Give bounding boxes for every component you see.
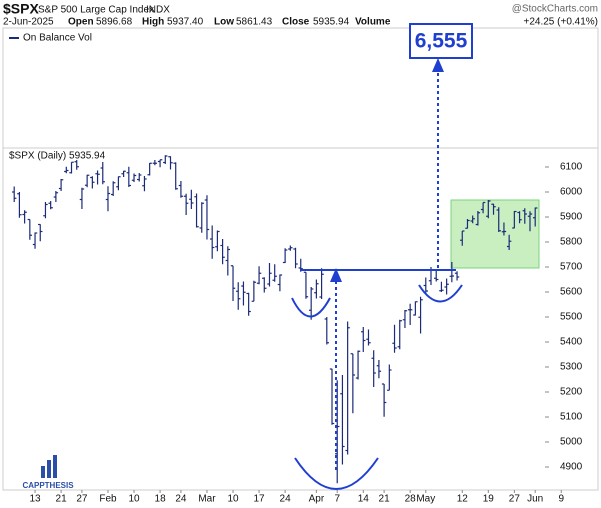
obv-panel xyxy=(2,27,599,149)
y-tick-label: 4900 xyxy=(560,462,583,473)
open: 5896.68 xyxy=(96,17,133,28)
right-shoulder-arc xyxy=(418,284,463,303)
x-tick-label: 17 xyxy=(254,494,266,505)
close-label: Close xyxy=(282,17,310,28)
x-tick-label: 13 xyxy=(29,494,41,505)
date: 2-Jun-2025 xyxy=(3,17,54,28)
x-tick-label: Apr xyxy=(309,494,325,505)
bottom-arc xyxy=(294,457,379,490)
high-label: High xyxy=(142,17,164,28)
x-tick-label: 21 xyxy=(379,494,391,505)
y-tick-label: 5000 xyxy=(560,437,583,448)
x-tick-label: 14 xyxy=(358,494,370,505)
index-name: S&P 500 Large Cap Index xyxy=(38,5,154,16)
logo-text: CAPPTHESIS xyxy=(22,481,74,490)
target-label: 6,555 xyxy=(415,30,468,53)
arrow-head xyxy=(330,268,342,282)
y-tick-label: 5600 xyxy=(560,287,583,298)
low: 5861.43 xyxy=(236,17,273,28)
y-tick-label: 5400 xyxy=(560,337,583,348)
x-tick-label: 27 xyxy=(76,494,88,505)
close: 5935.94 xyxy=(313,17,350,28)
x-tick-label: Feb xyxy=(99,494,117,505)
y-tick-label: 6100 xyxy=(560,162,583,173)
y-tick-label: 5200 xyxy=(560,387,583,398)
y-tick-label: 6000 xyxy=(560,187,583,198)
x-tick-label: 24 xyxy=(280,494,292,505)
symbol: $SPX xyxy=(3,1,39,17)
x-tick-label: 7 xyxy=(334,494,340,505)
price-legend: $SPX (Daily) 5935.94 xyxy=(9,151,106,162)
source: @StockCharts.com xyxy=(512,4,598,15)
y-tick-label: 5800 xyxy=(560,237,583,248)
x-tick-label: 12 xyxy=(457,494,469,505)
x-tick-label: Mar xyxy=(198,494,216,505)
arrow-head xyxy=(432,58,444,72)
x-tick-label: 9 xyxy=(558,494,564,505)
x-tick-label: Jun xyxy=(527,494,543,505)
x-tick-label: 19 xyxy=(483,494,495,505)
y-tick-label: 5500 xyxy=(560,312,583,323)
consolidation-box xyxy=(450,199,540,269)
x-tick-label: 24 xyxy=(175,494,187,505)
left-shoulder-arc xyxy=(291,297,331,318)
x-tick-label: 18 xyxy=(155,494,167,505)
x-tick-label: 28 xyxy=(405,494,417,505)
price-panel xyxy=(2,147,599,491)
plot: 4900 5000 5100 5200 5300 5400 5500 5600 5700 5800… xyxy=(12,155,583,505)
x-tick-label: 27 xyxy=(509,494,521,505)
exchange: INDX xyxy=(146,5,170,16)
x-tick-label: May xyxy=(416,494,435,505)
y-tick-label: 5900 xyxy=(560,212,583,223)
obv-legend: On Balance Vol xyxy=(23,33,92,44)
annotations xyxy=(291,70,463,490)
y-tick-label: 5700 xyxy=(560,262,583,273)
x-tick-label: 21 xyxy=(56,494,68,505)
logo-icon xyxy=(41,455,57,478)
low-label: Low xyxy=(214,17,234,28)
y-tick-label: 5300 xyxy=(560,362,583,373)
target-box xyxy=(409,23,473,59)
change: +24.25 (+0.41%) xyxy=(524,17,599,28)
volume-label: Volume xyxy=(355,17,391,28)
x-tick-label: 10 xyxy=(227,494,239,505)
open-label: Open xyxy=(68,17,94,28)
x-tick-label: 10 xyxy=(128,494,140,505)
y-tick-label: 5100 xyxy=(560,412,583,423)
high: 5937.40 xyxy=(167,17,204,28)
